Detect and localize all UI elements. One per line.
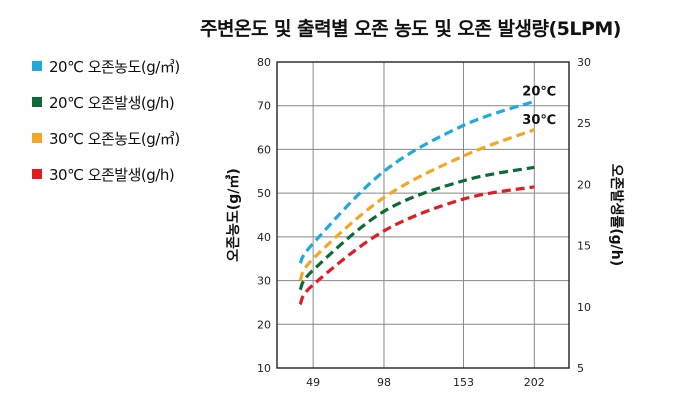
legend-swatch [32, 169, 42, 179]
legend-label: 30℃ 오존농도(g/㎥) [49, 130, 180, 148]
y2-tick-label: 20 [577, 178, 591, 191]
series-line [298, 128, 535, 282]
chart-title: 주변온도 및 출력별 오존 농도 및 오존 발생량(5LPM) [200, 18, 621, 40]
series-line [298, 165, 535, 291]
y-tick-label: 60 [257, 143, 271, 156]
legend-swatch [32, 133, 42, 143]
legend-swatch [32, 61, 42, 71]
x-tick-label: 98 [377, 376, 391, 389]
x-tick-label: 202 [524, 376, 545, 389]
y-tick-label: 40 [257, 231, 271, 244]
y-tick-label: 10 [257, 362, 271, 375]
plot-frame [276, 61, 570, 369]
annotation-label: 30℃ [522, 113, 556, 128]
legend-label: 20℃ 오존농도(g/㎥) [49, 58, 180, 76]
y-tick-label: 80 [257, 56, 271, 69]
grid-lines [277, 62, 569, 368]
y-tick-label: 30 [257, 275, 271, 288]
legend-label: 20℃ 오존발생(g/h) [49, 94, 175, 112]
y2-tick-label: 10 [577, 301, 591, 314]
y2-tick-label: 15 [577, 240, 591, 253]
legend-label: 30℃ 오존발생(g/h) [49, 166, 175, 184]
y2-tick-label: 30 [577, 56, 591, 69]
y2-tick-label: 25 [577, 117, 591, 130]
x-tick-label: 49 [306, 376, 320, 389]
series-line [298, 185, 535, 306]
x-tick-label: 153 [453, 376, 474, 389]
y-tick-label: 50 [257, 187, 271, 200]
legend-swatch [32, 97, 42, 107]
annotation-label: 20℃ [522, 84, 556, 99]
y2-axis-title: 오존발생률(g/h) [608, 164, 625, 266]
y2-tick-label: 5 [577, 362, 584, 375]
y-axis-title: 오존농도(g/㎥) [225, 168, 242, 261]
y-tick-label: 20 [257, 318, 271, 331]
series-line [298, 99, 535, 264]
tick-labels: 10 20 30 40 50 60 70 80 5 10 15 20 25 30 49 98 153 202 [257, 56, 591, 389]
series-lines [298, 99, 535, 306]
y-tick-label: 70 [257, 100, 271, 113]
